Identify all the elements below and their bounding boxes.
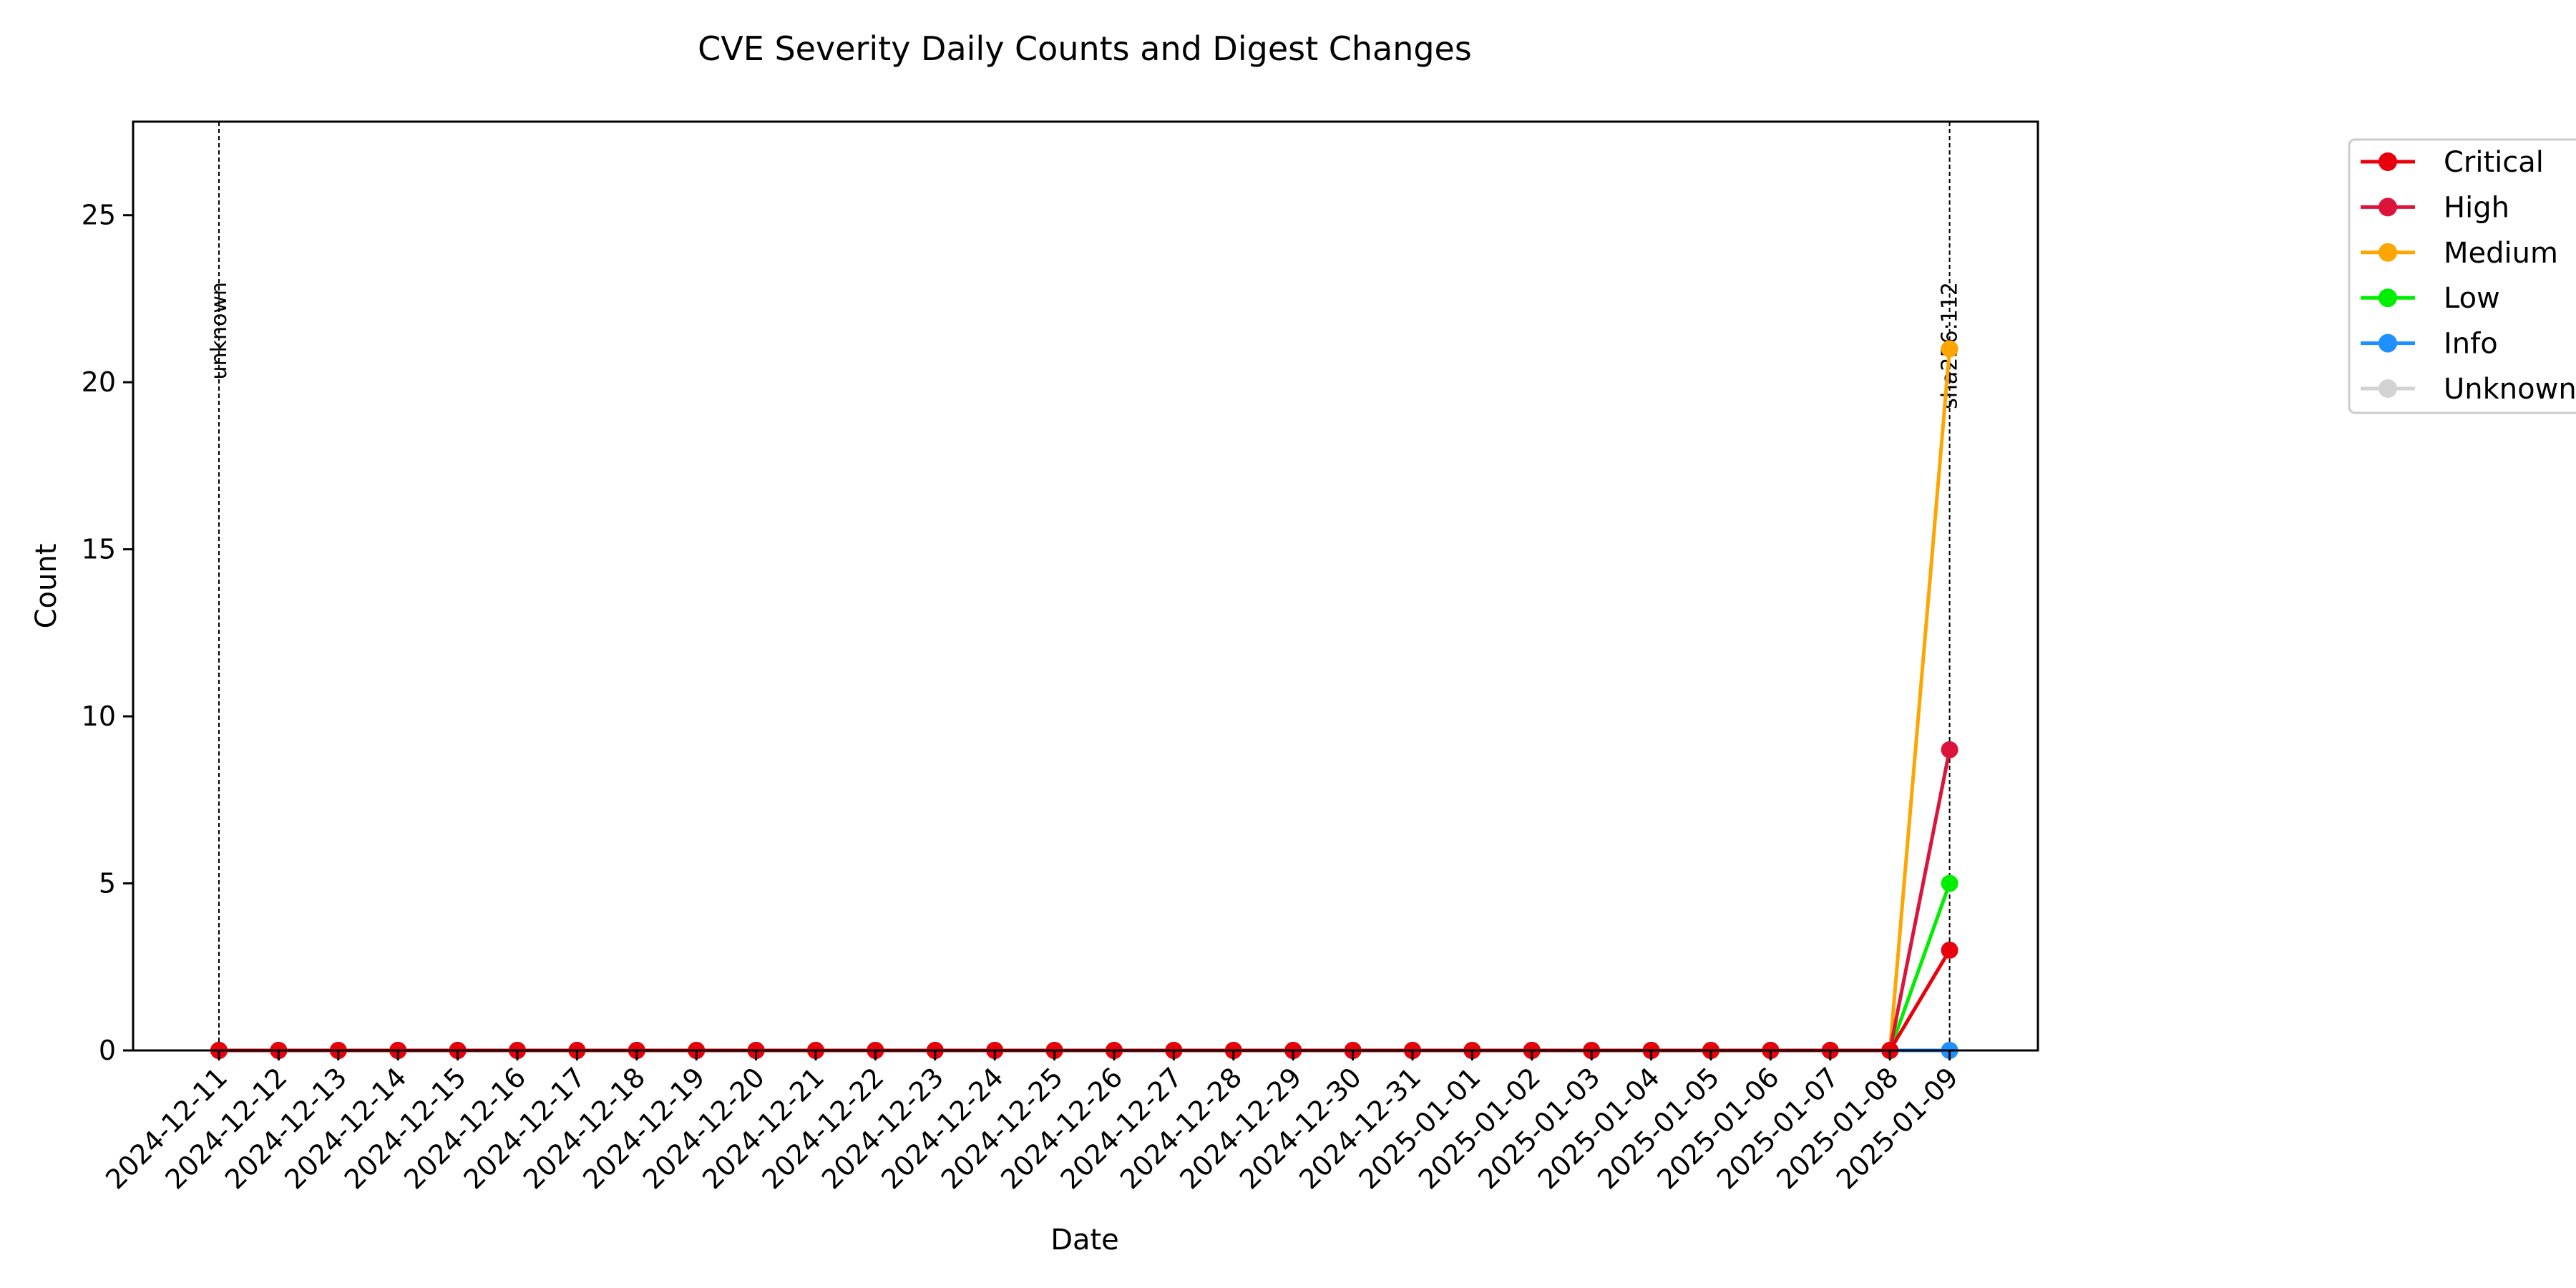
y-axis-label: Count	[30, 544, 63, 629]
legend-marker-unknown	[2379, 379, 2397, 398]
data-point-high	[1941, 741, 1958, 758]
series-line-low	[219, 882, 1951, 1053]
series-line-critical	[219, 949, 1951, 1053]
legend-label-critical: Critical	[2444, 146, 2544, 179]
legend-label-unknown: Unknown	[2444, 373, 2576, 406]
plot-frame	[132, 120, 2039, 1052]
legend-marker-critical	[2379, 152, 2397, 171]
legend: Critical High Medium Low Info Unknown	[2348, 138, 2576, 414]
legend-label-high: High	[2444, 191, 2509, 224]
legend-marker-high	[2379, 197, 2397, 217]
legend-label-info: Info	[2444, 328, 2498, 361]
legend-marker-medium	[2379, 243, 2397, 262]
axes: 05101520252024-12-112024-12-122024-12-13…	[82, 200, 1964, 1196]
y-tick-label: 0	[99, 1035, 116, 1066]
annotation-label: unknown	[207, 282, 232, 379]
y-tick-label: 15	[82, 534, 116, 565]
data-point-critical	[1941, 941, 1958, 959]
legend-label-low: Low	[2444, 282, 2500, 315]
legend-label-medium: Medium	[2444, 237, 2558, 270]
y-tick-label: 20	[82, 366, 116, 398]
legend-box	[2348, 138, 2576, 414]
legend-marker-info	[2379, 333, 2397, 353]
legend-marker-low	[2379, 288, 2397, 308]
series-line-medium	[219, 348, 1952, 1053]
chart-title: CVE Severity Daily Counts and Digest Cha…	[698, 29, 1472, 68]
plot-area: unknownsha256:112	[207, 122, 1963, 1059]
series-line-high	[219, 749, 1952, 1053]
x-axis-label: Date	[1050, 1224, 1119, 1257]
data-point-medium	[1941, 340, 1958, 358]
y-tick-label: 10	[82, 701, 116, 732]
y-tick-label: 25	[82, 200, 116, 231]
y-tick-label: 5	[99, 868, 116, 899]
data-point-low	[1941, 874, 1958, 892]
